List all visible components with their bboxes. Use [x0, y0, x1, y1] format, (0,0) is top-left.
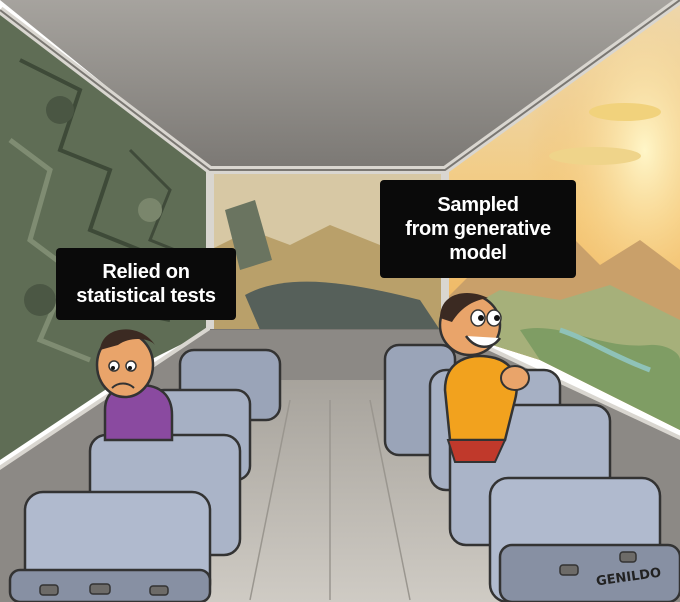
floor-debris — [39, 551, 637, 596]
bus-ceiling — [0, 0, 680, 170]
rock-pillar — [225, 200, 272, 270]
left-seat-row — [8, 348, 282, 602]
cloud — [549, 147, 641, 165]
left-window-rock — [0, 10, 210, 460]
river — [559, 327, 651, 373]
right-caption-text: Sampled from generative model — [405, 194, 551, 264]
left-caption-text: Relied on statistical tests — [76, 261, 216, 307]
happy-passenger — [438, 292, 530, 463]
sad-passenger — [95, 329, 174, 442]
road — [245, 281, 440, 330]
right-window-view — [445, 0, 680, 430]
right-caption: Sampled from generative model — [380, 180, 576, 278]
cloud — [589, 103, 661, 121]
left-caption: Relied on statistical tests — [56, 248, 236, 320]
